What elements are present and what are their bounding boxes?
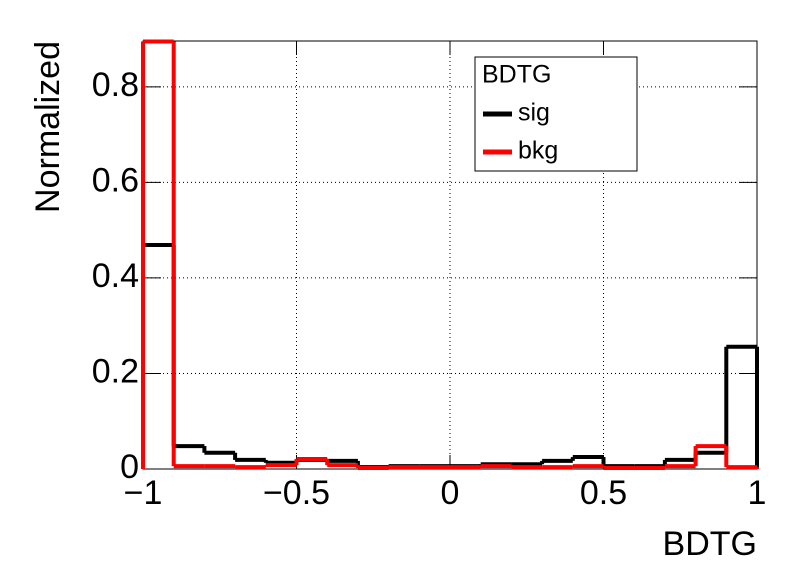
x-tick-label: 1 <box>748 474 767 512</box>
y-tick-label: 0.2 <box>92 352 139 390</box>
x-tick-label: 0.5 <box>580 474 627 512</box>
y-tick-label: 0 <box>120 448 139 486</box>
legend: BDTG sig bkg <box>474 56 638 172</box>
legend-label: sig <box>518 99 550 127</box>
y-tick-label: 0.6 <box>92 161 139 199</box>
legend-title: BDTG <box>482 61 551 89</box>
x-axis-title: BDTG <box>663 525 757 563</box>
legend-label: bkg <box>518 137 558 165</box>
x-tick-label: 0 <box>441 474 460 512</box>
y-axis-title: Normalized <box>29 41 67 213</box>
x-tick-label: −1 <box>124 474 163 512</box>
y-tick-label: 0.8 <box>92 66 139 104</box>
x-tick-label: −0.5 <box>263 474 330 512</box>
y-tick-label: 0.4 <box>92 257 139 295</box>
